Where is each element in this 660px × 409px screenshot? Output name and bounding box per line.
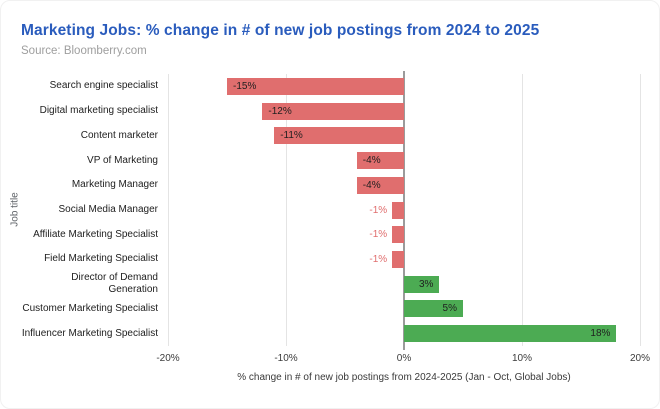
zero-baseline [403,71,405,350]
bar-value-label: -1% [369,229,388,241]
x-tick-label: 0% [396,353,412,364]
x-axis-title: % change in # of new job postings from 2… [237,372,571,383]
category-label: Field Marketing Specialist [44,253,158,265]
gridline [168,74,169,346]
gridline [286,74,287,346]
bar [356,176,404,194]
category-label: Influencer Marketing Specialist [21,327,158,339]
category-label: Digital marketing specialist [39,105,158,117]
category-label: Content marketer [80,129,158,141]
bar-value-label: 3% [418,278,434,290]
bar-value-label: -4% [362,179,381,191]
chart-title: Marketing Jobs: % change in # of new job… [21,22,540,39]
x-tick-label: -20% [156,353,180,364]
bar [274,127,404,145]
bar [404,300,463,318]
bar-value-label: -1% [369,253,388,265]
bar-value-label: -4% [362,155,381,167]
category-axis: Search engine specialist Digital marketin… [1,74,163,346]
bar [262,102,404,120]
bar-value-label: -15% [233,80,257,92]
bar-value-label: -12% [268,105,292,117]
x-tick-label: -10% [274,353,298,364]
bar [392,201,404,219]
bar [356,152,404,170]
category-label: Marketing Manager [71,179,158,191]
gridline [522,74,523,346]
category-label: Search engine specialist [49,80,158,92]
category-label: Social Media Manager [58,203,159,215]
x-tick-label: 10% [511,353,532,364]
category-label: VP of Marketing [87,154,158,166]
category-label: Director of Demand Generation [71,272,158,296]
y-axis-title: Job title [9,192,21,227]
bar [392,226,404,244]
chart-source: Source: Bloomberry.com [21,45,147,57]
bar [392,250,404,268]
plot-area: -20% -10% 0% 10% 20% -15% -12% -11% -4% -4% -1% -1%… [156,71,650,364]
x-tick-label: 20% [629,353,650,364]
bar [404,275,440,293]
gridline [640,74,641,346]
bar-value-label: 5% [442,303,457,315]
bar-value-label: -1% [369,204,388,216]
category-label: Customer Marketing Specialist [22,302,158,314]
bar-value-label: -11% [280,130,303,142]
bar-value-label: 18% [590,328,611,340]
category-label: Affiliate Marketing Specialist [33,228,158,240]
bar [404,325,617,343]
bar [227,77,404,95]
